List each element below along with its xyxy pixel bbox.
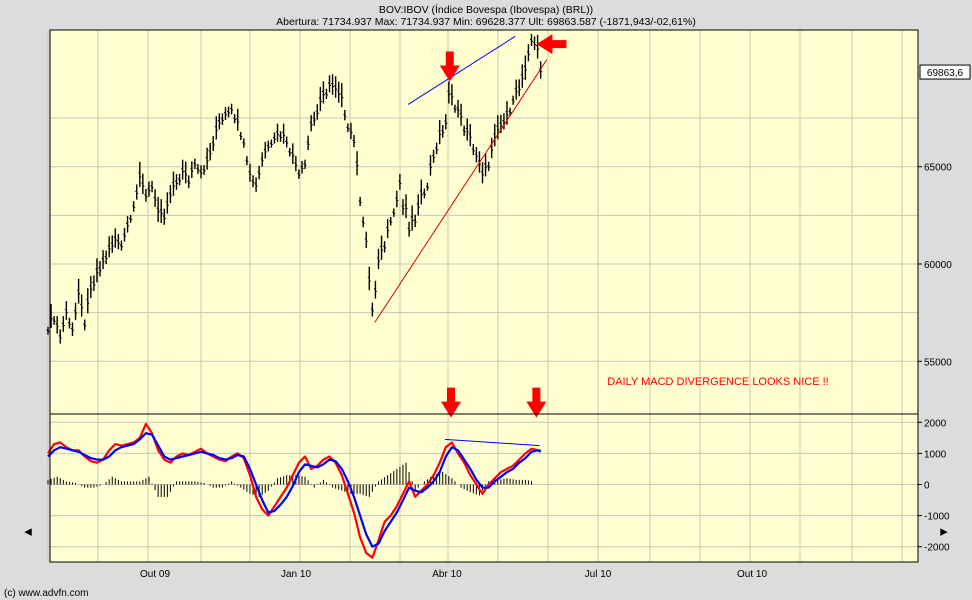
price-trendline: [374, 59, 548, 323]
macd-tick-label: 1000: [924, 449, 947, 460]
macd-tick-label: -2000: [924, 543, 950, 554]
x-tick-label: Abr 10: [432, 569, 462, 580]
down-arrow-icon: [526, 387, 547, 418]
scroll-right-icon[interactable]: ▸: [940, 523, 948, 540]
macd-divergence-annotation: DAILY MACD DIVERGENCE LOOKS NICE !!: [607, 376, 828, 388]
last-value-box: [919, 64, 971, 80]
price-series: [46, 33, 548, 344]
quote-summary: Abertura: 71734.937 Max: 71734.937 Min: …: [276, 16, 696, 28]
down-arrow-icon: [441, 387, 462, 418]
signal-line: [47, 432, 542, 548]
axes: 55000 60000 65000 2000 1000 0 -1000 -2000 Out 09…: [140, 64, 971, 580]
down-arrow-icon: [439, 51, 460, 82]
x-tick-label: Jan 10: [281, 569, 311, 580]
price-tick-label: 60000: [924, 260, 952, 271]
macd-series: [47, 422, 542, 559]
macd-tick-label: -1000: [924, 512, 950, 523]
source-credit: (c) www.advfn.com: [4, 588, 88, 599]
chart-title: BOV:IBOV (Índice Bovespa (Ibovespa) (BRL…: [379, 3, 593, 16]
macd-divergence-line: [444, 438, 540, 447]
price-tick-label: 65000: [924, 163, 952, 174]
macd-tick-label: 0: [924, 481, 930, 492]
x-tick-label: Out 09: [140, 569, 170, 580]
macd-line: [47, 422, 541, 559]
price-tick-label: 55000: [924, 357, 952, 368]
price-panel: [50, 30, 918, 414]
price-trendline: [407, 35, 516, 105]
x-tick-label: Jul 10: [585, 569, 612, 580]
annotations: DAILY MACD DIVERGENCE LOOKS NICE !!: [439, 34, 829, 418]
x-tick-label: Out 10: [737, 569, 767, 580]
plot-frame: [49, 29, 919, 563]
left-arrow-icon: [536, 34, 567, 55]
last-value-label: 69863,6: [927, 68, 964, 79]
macd-tick-label: 2000: [924, 418, 947, 429]
scroll-left-icon[interactable]: ◂: [24, 523, 32, 540]
